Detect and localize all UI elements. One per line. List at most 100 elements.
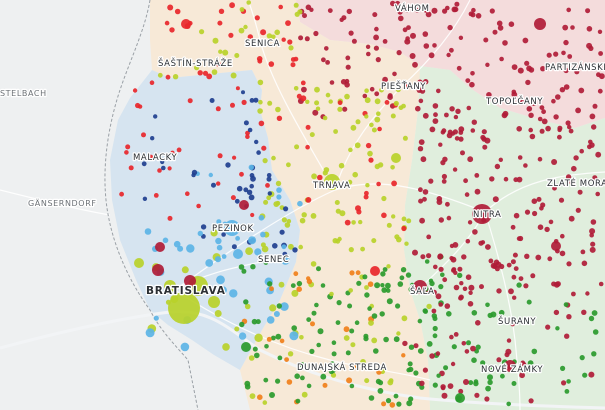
municipality-marker[interactable]	[300, 95, 307, 102]
municipality-marker[interactable]	[300, 375, 305, 381]
municipality-marker[interactable]	[215, 237, 222, 245]
municipality-marker[interactable]	[517, 155, 523, 160]
municipality-marker[interactable]	[339, 210, 346, 217]
municipality-marker[interactable]	[468, 284, 475, 291]
municipality-marker[interactable]	[420, 156, 427, 163]
municipality-marker[interactable]	[395, 303, 401, 309]
municipality-marker[interactable]	[345, 350, 351, 356]
municipality-marker[interactable]	[365, 44, 371, 49]
municipality-marker[interactable]	[449, 334, 454, 340]
municipality-marker[interactable]	[511, 64, 518, 70]
municipality-marker[interactable]	[386, 264, 391, 269]
municipality-marker[interactable]	[354, 142, 361, 149]
municipality-marker[interactable]	[422, 308, 428, 314]
municipality-marker[interactable]	[479, 284, 484, 290]
municipality-marker[interactable]	[310, 261, 317, 267]
municipality-marker[interactable]	[418, 98, 424, 104]
municipality-marker[interactable]	[402, 340, 408, 347]
municipality-marker[interactable]	[481, 136, 487, 142]
municipality-marker[interactable]	[275, 378, 281, 384]
municipality-marker[interactable]	[267, 191, 272, 196]
municipality-marker[interactable]	[263, 377, 269, 383]
municipality-marker[interactable]	[119, 191, 124, 197]
municipality-marker[interactable]	[423, 43, 430, 49]
municipality-marker[interactable]	[492, 196, 499, 203]
municipality-marker[interactable]	[440, 160, 446, 166]
municipality-marker[interactable]	[338, 162, 345, 169]
municipality-marker[interactable]	[462, 286, 468, 292]
municipality-marker[interactable]	[418, 139, 425, 146]
municipality-marker[interactable]	[585, 291, 590, 296]
municipality-marker[interactable]	[579, 355, 585, 361]
municipality-marker[interactable]	[512, 295, 517, 300]
municipality-marker[interactable]	[272, 243, 278, 249]
municipality-marker[interactable]	[364, 292, 370, 298]
municipality-marker[interactable]	[355, 119, 361, 125]
municipality-marker[interactable]	[499, 56, 504, 62]
municipality-marker[interactable]	[432, 118, 439, 124]
municipality-marker[interactable]	[557, 127, 562, 133]
city-marker[interactable]	[152, 264, 164, 276]
municipality-marker[interactable]	[395, 0, 401, 7]
municipality-marker[interactable]	[496, 20, 503, 27]
municipality-marker[interactable]	[487, 364, 493, 370]
municipality-marker[interactable]	[436, 88, 441, 94]
municipality-marker[interactable]	[374, 282, 381, 289]
municipality-marker[interactable]	[196, 203, 201, 209]
municipality-marker[interactable]	[368, 320, 374, 326]
municipality-marker[interactable]	[249, 98, 255, 103]
municipality-marker[interactable]	[458, 130, 464, 135]
municipality-marker[interactable]	[246, 189, 253, 195]
municipality-marker[interactable]	[566, 379, 571, 384]
municipality-marker[interactable]	[381, 212, 387, 219]
municipality-marker[interactable]	[348, 288, 354, 293]
municipality-marker[interactable]	[354, 320, 360, 326]
municipality-marker[interactable]	[532, 210, 538, 217]
municipality-marker[interactable]	[458, 388, 464, 394]
municipality-marker[interactable]	[423, 7, 429, 13]
municipality-marker[interactable]	[390, 165, 395, 170]
municipality-marker[interactable]	[385, 288, 391, 293]
municipality-marker[interactable]	[483, 37, 489, 43]
municipality-marker[interactable]	[474, 392, 480, 398]
municipality-marker[interactable]	[333, 129, 338, 134]
municipality-marker[interactable]	[239, 321, 245, 328]
municipality-marker[interactable]	[516, 282, 522, 288]
municipality-marker[interactable]	[352, 362, 358, 369]
municipality-marker[interactable]	[343, 326, 350, 333]
municipality-marker[interactable]	[199, 29, 205, 35]
municipality-marker[interactable]	[513, 212, 520, 219]
municipality-marker[interactable]	[301, 391, 308, 398]
municipality-marker[interactable]	[474, 173, 480, 178]
municipality-marker[interactable]	[249, 183, 254, 189]
municipality-marker[interactable]	[511, 381, 517, 386]
municipality-marker[interactable]	[395, 86, 401, 93]
municipality-marker[interactable]	[266, 316, 275, 324]
municipality-marker[interactable]	[498, 309, 505, 316]
municipality-marker[interactable]	[571, 165, 577, 172]
municipality-marker[interactable]	[522, 37, 529, 44]
municipality-marker[interactable]	[547, 256, 553, 262]
municipality-marker[interactable]	[540, 202, 546, 208]
municipality-marker[interactable]	[232, 155, 237, 160]
municipality-marker[interactable]	[296, 93, 302, 99]
municipality-marker[interactable]	[290, 57, 296, 62]
municipality-marker[interactable]	[243, 24, 248, 30]
municipality-marker[interactable]	[269, 286, 274, 292]
municipality-marker[interactable]	[497, 25, 504, 31]
municipality-marker[interactable]	[567, 124, 572, 130]
municipality-marker[interactable]	[148, 154, 154, 160]
municipality-marker[interactable]	[431, 308, 437, 314]
municipality-marker[interactable]	[252, 346, 258, 352]
municipality-marker[interactable]	[524, 253, 530, 259]
municipality-marker[interactable]	[523, 283, 529, 289]
municipality-marker[interactable]	[526, 106, 533, 112]
municipality-marker[interactable]	[386, 222, 392, 228]
municipality-marker[interactable]	[364, 378, 370, 384]
municipality-marker[interactable]	[299, 217, 306, 224]
municipality-marker[interactable]	[428, 178, 434, 184]
municipality-marker[interactable]	[440, 272, 445, 278]
municipality-marker[interactable]	[496, 288, 502, 294]
municipality-marker[interactable]	[211, 182, 216, 188]
municipality-marker[interactable]	[574, 69, 580, 75]
